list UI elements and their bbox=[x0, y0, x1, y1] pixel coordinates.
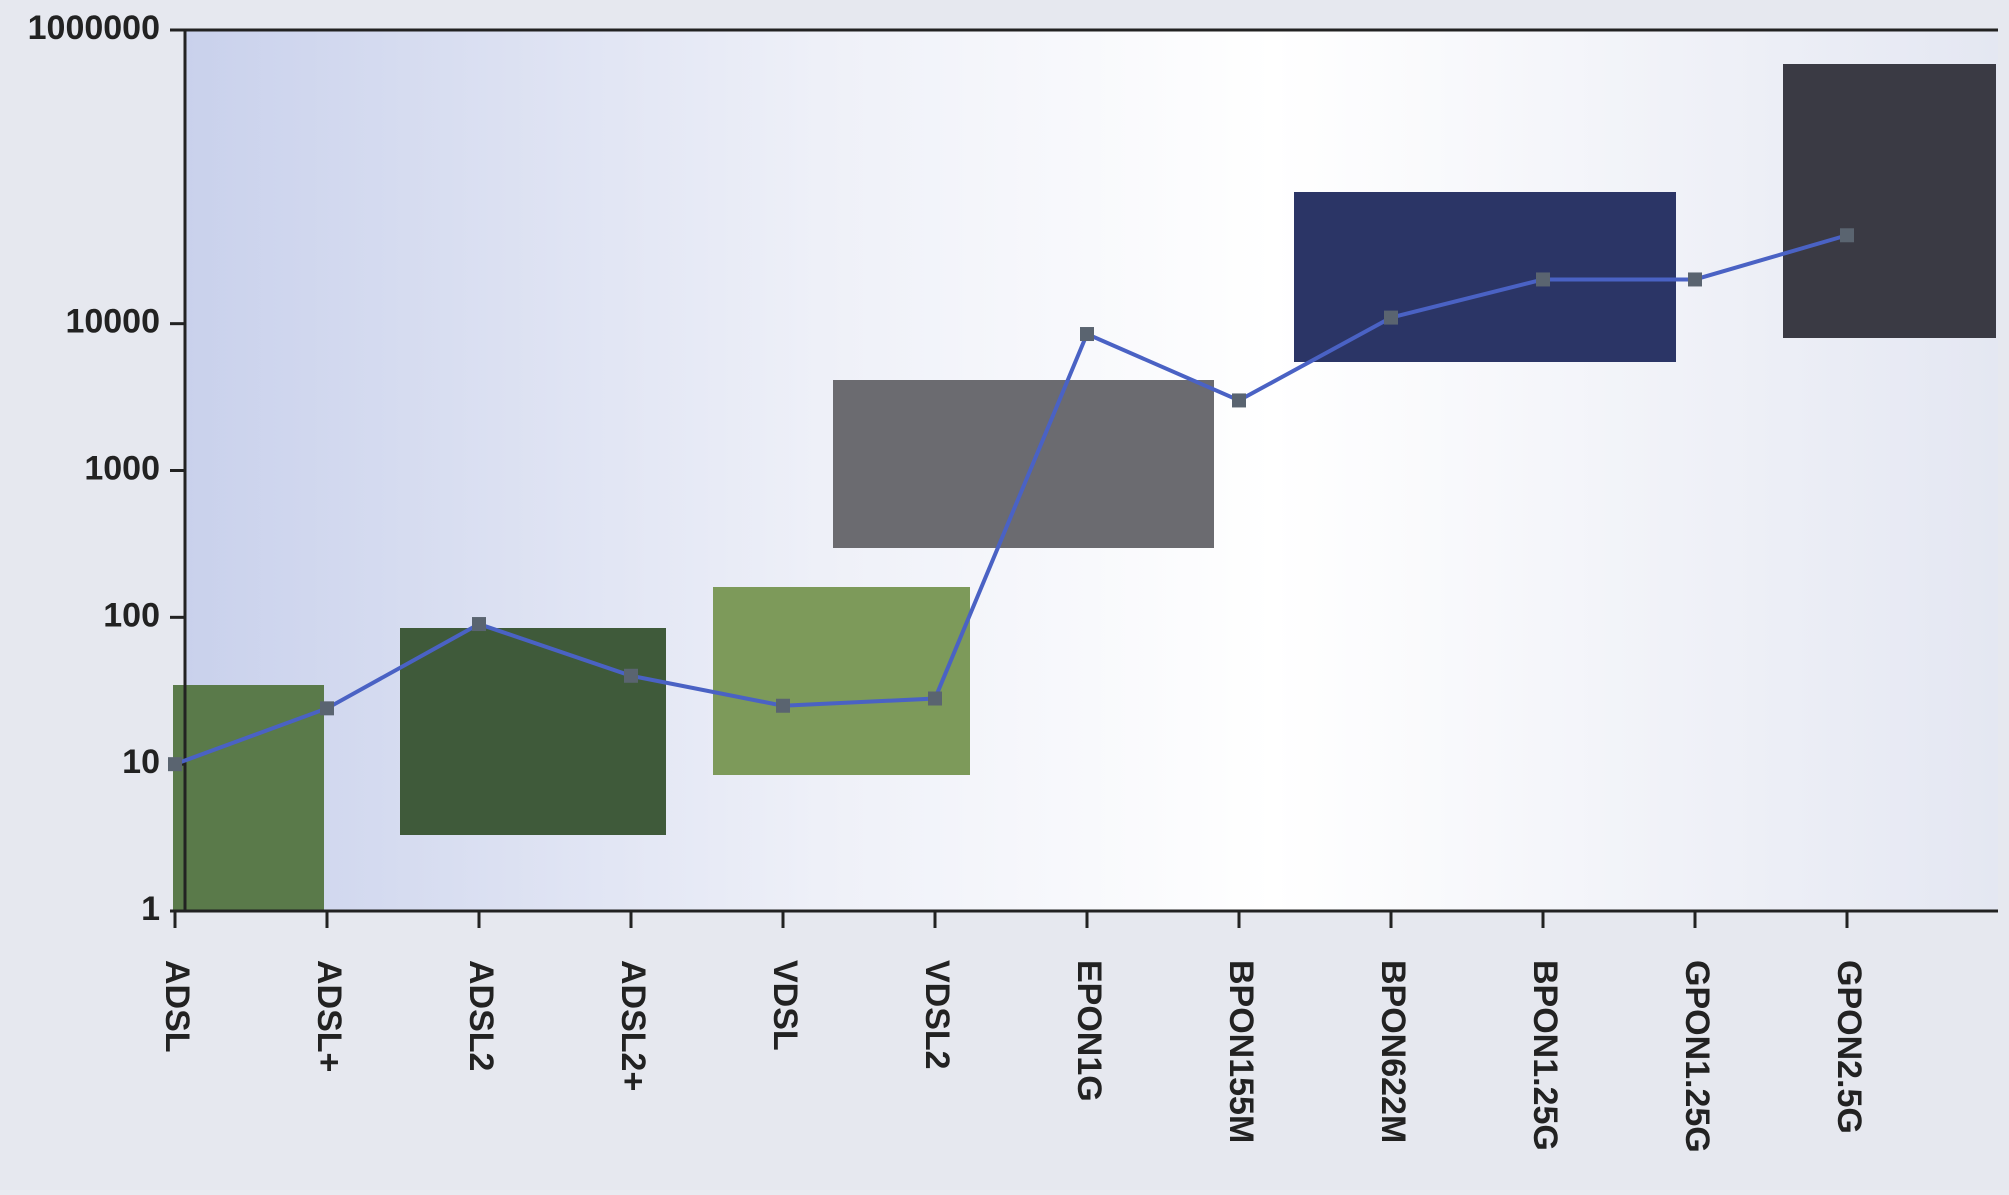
marker bbox=[1536, 272, 1550, 287]
photo-motorbike bbox=[713, 587, 970, 775]
marker bbox=[1688, 272, 1702, 287]
marker bbox=[168, 757, 182, 772]
x-tick-label: ADSL+ bbox=[310, 960, 348, 1072]
marker bbox=[1384, 310, 1398, 325]
marker bbox=[928, 691, 942, 706]
photo-race-car bbox=[833, 380, 1214, 548]
x-tick-label: ADSL bbox=[158, 960, 196, 1053]
marker bbox=[776, 698, 790, 713]
photo-shuttle bbox=[1783, 64, 1996, 338]
photo-cyclist bbox=[400, 628, 666, 835]
marker bbox=[1080, 327, 1094, 342]
x-tick-label: BPON155M bbox=[1222, 960, 1260, 1143]
x-tick-label: GPON1.25G bbox=[1678, 960, 1716, 1153]
photo-airplane bbox=[1294, 192, 1676, 362]
x-tick-label: GPON2.5G bbox=[1830, 960, 1868, 1134]
x-tick-label: EPON1G bbox=[1070, 960, 1108, 1102]
marker bbox=[1232, 393, 1246, 408]
marker bbox=[320, 701, 334, 716]
y-tick-label: 100 bbox=[103, 596, 160, 634]
marker bbox=[472, 617, 486, 632]
photo-skater bbox=[173, 685, 324, 912]
y-tick-label: 1 bbox=[141, 890, 160, 928]
marker bbox=[1840, 228, 1854, 243]
x-tick-label: ADSL2+ bbox=[614, 960, 652, 1091]
x-tick-label: VDSL2 bbox=[918, 960, 956, 1070]
y-tick-label: 10 bbox=[122, 743, 160, 781]
marker bbox=[624, 668, 638, 683]
x-tick-label: VDSL bbox=[766, 960, 804, 1051]
x-tick-label: ADSL2 bbox=[462, 960, 500, 1071]
y-tick-label: 1000000 bbox=[28, 9, 160, 47]
y-tick-label: 1000 bbox=[84, 449, 160, 487]
line bbox=[174, 233, 1848, 767]
x-tick-label: BPON1.25G bbox=[1526, 960, 1564, 1151]
x-tick-label: BPON622M bbox=[1374, 960, 1412, 1143]
y-tick-label: 10000 bbox=[65, 303, 160, 341]
